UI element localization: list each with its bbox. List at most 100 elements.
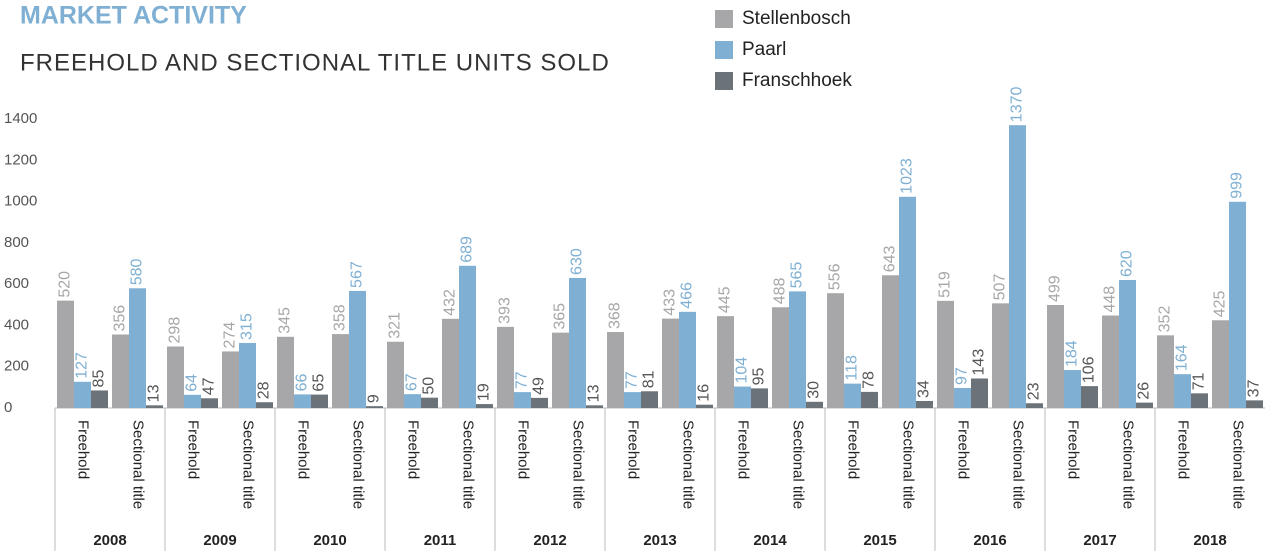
- y-tick-label: 200: [4, 358, 29, 375]
- data-label: 26: [1136, 382, 1153, 400]
- data-label: 67: [404, 373, 421, 391]
- data-label: 466: [679, 282, 696, 309]
- bar: [146, 405, 163, 408]
- data-label: 127: [74, 352, 91, 379]
- bar: [256, 402, 273, 408]
- x-tick-label: Freehold: [1175, 420, 1192, 479]
- group-label: 2014: [753, 532, 787, 549]
- data-label: 556: [827, 263, 844, 290]
- data-label: 106: [1081, 356, 1098, 383]
- bar: [332, 334, 349, 408]
- data-label: 315: [239, 313, 256, 340]
- data-label: 432: [442, 289, 459, 316]
- data-label: 23: [1026, 382, 1043, 400]
- data-label: 448: [1102, 286, 1119, 313]
- data-label: 425: [1212, 290, 1229, 317]
- bar: [442, 318, 459, 408]
- data-label: 71: [1191, 372, 1208, 390]
- bar: [937, 300, 954, 408]
- data-label: 66: [294, 373, 311, 391]
- x-tick-label: Sectional title: [1230, 420, 1247, 509]
- x-tick-label: Freehold: [1065, 420, 1082, 479]
- data-label: 565: [789, 262, 806, 289]
- group-label: 2017: [1083, 532, 1116, 549]
- bar: [239, 342, 256, 408]
- data-label: 104: [734, 357, 751, 384]
- group-label: 2010: [313, 532, 346, 549]
- group-label: 2018: [1193, 532, 1226, 549]
- data-label: 321: [387, 312, 404, 339]
- data-label: 356: [112, 305, 129, 332]
- bar: [294, 394, 311, 408]
- y-tick-label: 800: [4, 234, 29, 251]
- bar: [311, 394, 328, 408]
- bar: [421, 397, 438, 408]
- y-tick-label: 0: [4, 399, 12, 416]
- data-label: 118: [844, 355, 861, 381]
- bar: [827, 293, 844, 408]
- data-label: 78: [861, 371, 878, 389]
- bar: [899, 196, 916, 408]
- bar: [366, 406, 383, 408]
- data-label: 630: [569, 248, 586, 275]
- bar: [404, 394, 421, 408]
- data-label: 50: [421, 377, 438, 395]
- data-label: 164: [1174, 344, 1191, 371]
- x-tick-label: Freehold: [405, 420, 422, 479]
- data-label: 567: [349, 261, 366, 288]
- bar: [1136, 402, 1153, 408]
- bar: [1246, 400, 1263, 408]
- x-tick-label: Freehold: [515, 420, 532, 479]
- bar: [1064, 370, 1081, 408]
- bar: [916, 400, 933, 408]
- data-label: 13: [586, 384, 603, 402]
- data-label: 433: [662, 289, 679, 316]
- x-tick-label: Freehold: [185, 420, 202, 479]
- bar: [552, 332, 569, 408]
- bar: [734, 386, 751, 408]
- bar: [531, 397, 548, 408]
- bar: [1047, 304, 1064, 408]
- legend-swatch: [715, 41, 733, 59]
- bar: [971, 378, 988, 408]
- bar: [569, 277, 586, 408]
- bar: [91, 390, 108, 408]
- bar: [751, 388, 768, 408]
- bar: [459, 265, 476, 408]
- bar: [112, 334, 129, 408]
- data-label: 488: [772, 277, 789, 304]
- data-label: 34: [916, 380, 933, 398]
- data-label: 65: [311, 374, 328, 392]
- data-label: 9: [366, 394, 383, 403]
- x-tick-label: Sectional title: [460, 420, 477, 509]
- bar: [497, 326, 514, 408]
- bar: [1229, 201, 1246, 408]
- bar: [607, 332, 624, 408]
- bar: [1081, 386, 1098, 408]
- data-label: 49: [531, 377, 548, 395]
- x-tick-label: Sectional title: [350, 420, 367, 509]
- bar: [662, 318, 679, 408]
- x-tick-label: Sectional title: [570, 420, 587, 509]
- x-tick-label: Freehold: [845, 420, 862, 479]
- legend-label: Paarl: [742, 39, 786, 60]
- group-label: 2009: [203, 532, 236, 549]
- x-tick-label: Sectional title: [240, 420, 257, 509]
- bar: [717, 316, 734, 408]
- x-tick-label: Freehold: [735, 420, 752, 479]
- bar: [387, 341, 404, 408]
- data-label: 19: [476, 383, 493, 401]
- bar: [954, 387, 971, 408]
- legend-swatch: [715, 10, 733, 28]
- x-tick-label: Sectional title: [680, 420, 697, 509]
- data-label: 13: [146, 384, 163, 402]
- x-tick-label: Sectional title: [130, 420, 147, 509]
- data-label: 298: [167, 317, 184, 344]
- bar: [476, 404, 493, 408]
- bar: [861, 391, 878, 408]
- bar: [57, 300, 74, 408]
- bar: [201, 398, 218, 408]
- data-label: 365: [552, 303, 569, 330]
- group-label: 2016: [973, 532, 1006, 549]
